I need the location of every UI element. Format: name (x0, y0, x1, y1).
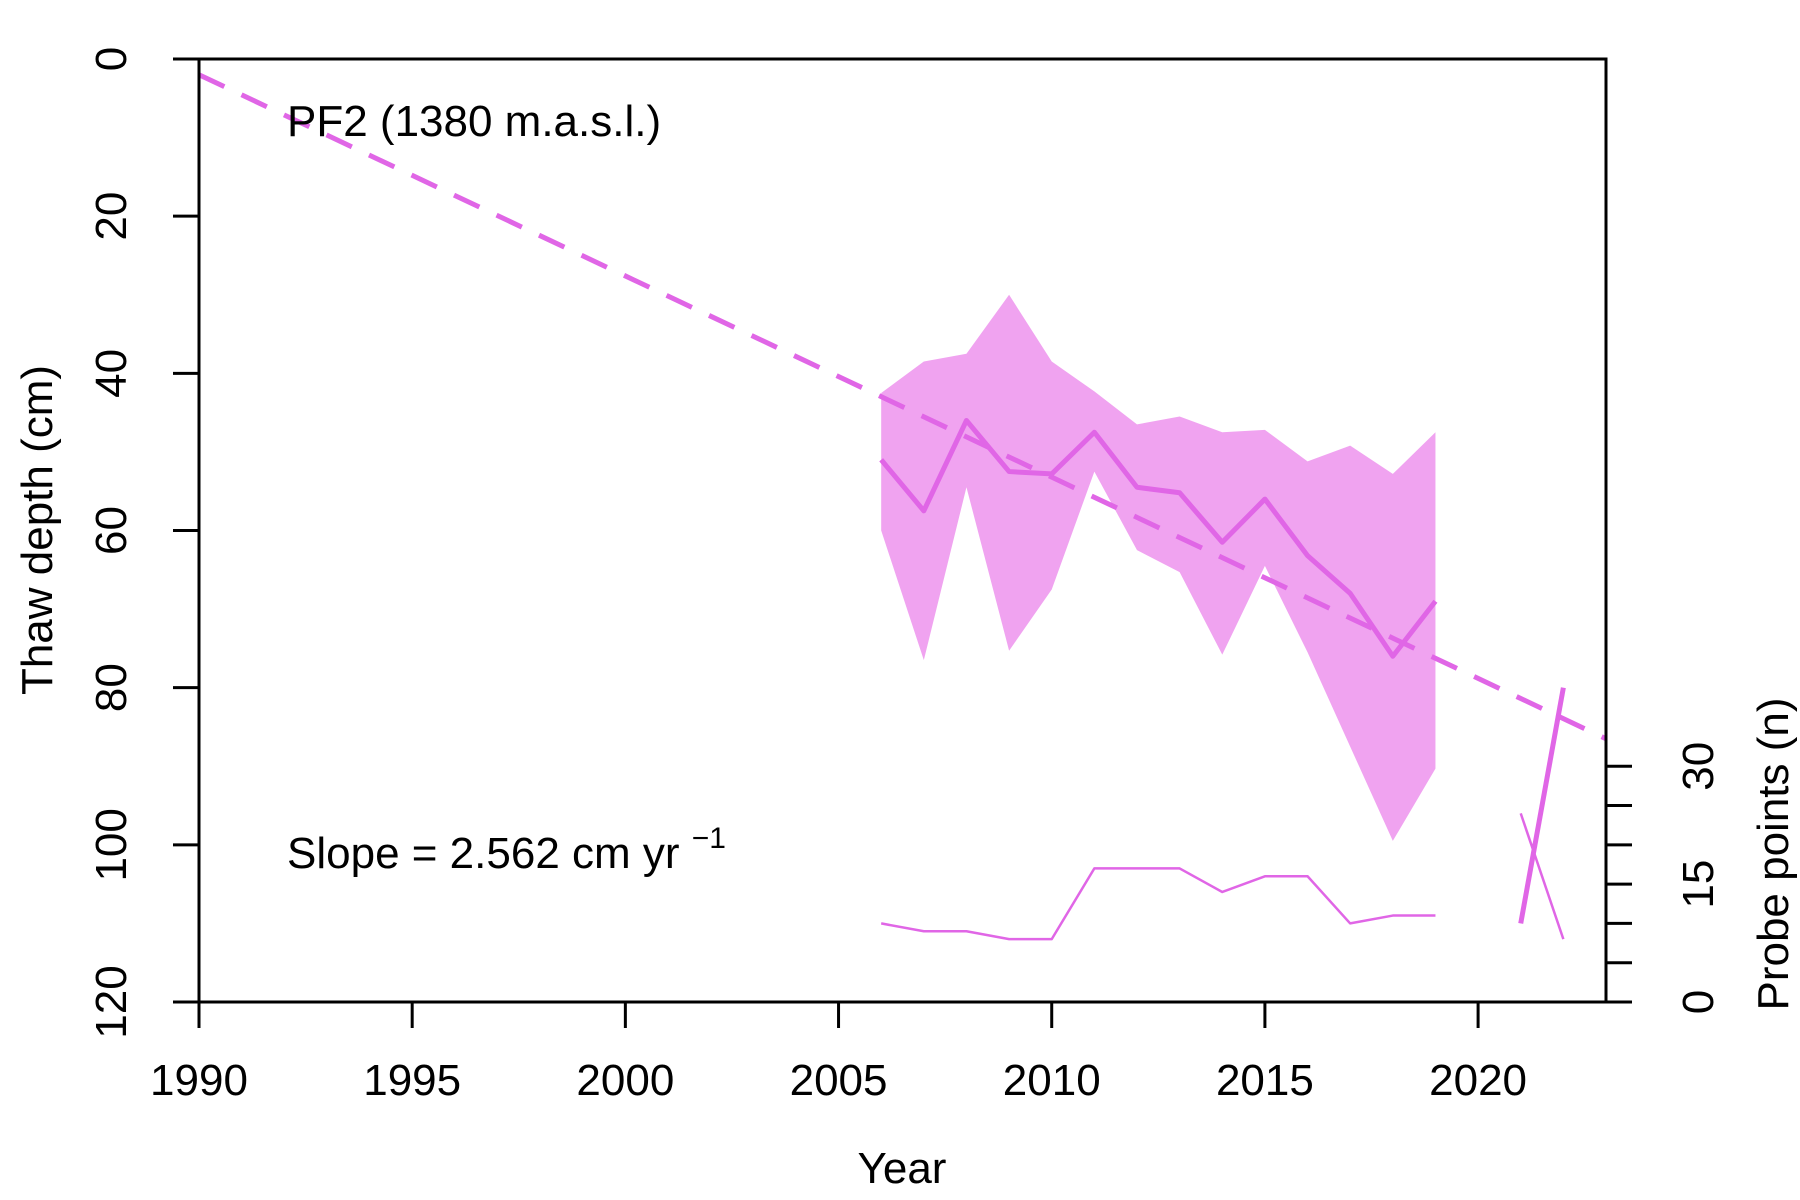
annotation-slope-superscript: −1 (692, 822, 726, 855)
series-lines (197, 72, 1608, 941)
x-tick-label: 2005 (790, 1056, 888, 1105)
y-tick-label: 80 (87, 663, 136, 712)
x-tick-label: 2000 (576, 1056, 674, 1105)
x-tick-label: 2020 (1429, 1056, 1527, 1105)
thaw-range-band (881, 294, 1436, 841)
x-tick-label: 1995 (363, 1056, 461, 1105)
y-axis-ticks: 0 20 40 60 80 100 120 (87, 47, 199, 1039)
annotation-slope: Slope = 2.562 cm yr −1 (287, 822, 726, 878)
trend-line (197, 72, 1608, 742)
right-tick-label: 30 (1674, 742, 1723, 791)
annotation-site-title: PF2 (1380 m.a.s.l.) (287, 97, 661, 146)
y-axis-label: Thaw depth (cm) (13, 365, 62, 695)
right-tick-label: 0 (1674, 990, 1723, 1014)
right-axis-label: Probe points (n) (1749, 697, 1798, 1010)
probe-points-recent-line (1519, 812, 1565, 940)
range-band (881, 294, 1436, 841)
y-tick-label: 100 (87, 808, 136, 881)
y-tick-label: 20 (87, 192, 136, 241)
x-tick-label: 2010 (1003, 1056, 1101, 1105)
annotation-slope-prefix: Slope = 2.562 cm yr (287, 829, 680, 878)
mean-thaw-depth-recent-line (1518, 687, 1566, 924)
y-tick-label: 40 (87, 349, 136, 398)
x-axis-label: Year (858, 1144, 947, 1193)
mean-thaw-depth-line (879, 417, 1438, 659)
probe-points-line (880, 867, 1436, 941)
right-tick-label: 15 (1674, 860, 1723, 909)
y-tick-label: 120 (87, 965, 136, 1038)
y-tick-label: 60 (87, 506, 136, 555)
x-axis-ticks: 1990 1995 2000 2005 2010 2015 2020 (150, 1002, 1527, 1105)
y-tick-label: 0 (87, 47, 136, 71)
right-axis-ticks: 0 15 30 (1604, 742, 1723, 1014)
x-tick-label: 2015 (1216, 1056, 1314, 1105)
x-tick-label: 1990 (150, 1056, 248, 1105)
